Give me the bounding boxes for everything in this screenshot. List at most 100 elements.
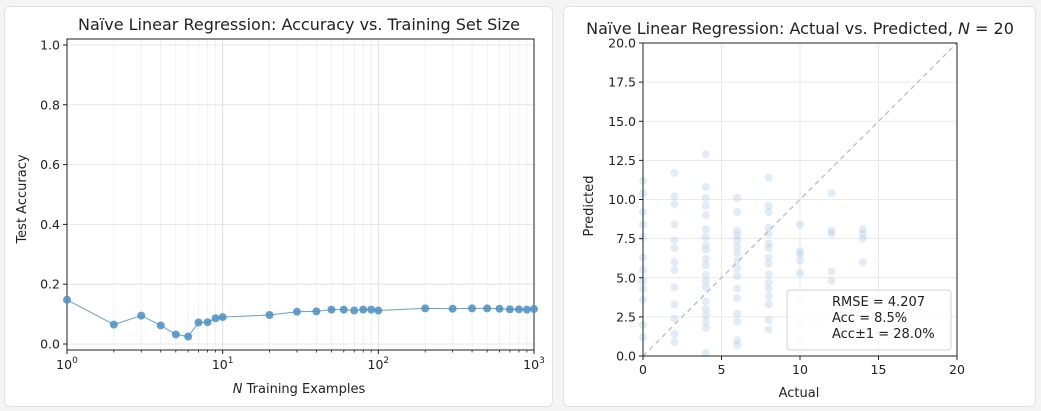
prediction-point (670, 192, 679, 201)
prediction-point (701, 297, 710, 306)
prediction-chart-title: Naïve Linear Regression: Actual vs. Pred… (586, 19, 1014, 38)
prediction-chart-title-prefix: Naïve Linear Regression: Actual vs. Pred… (586, 19, 958, 38)
accuracy-point (448, 304, 457, 313)
legend-box (786, 289, 952, 351)
prediction-point (701, 261, 710, 270)
prediction-chart-title-var: N (958, 19, 970, 38)
prediction-point (827, 226, 836, 235)
prediction-point (701, 150, 710, 159)
accuracy-chart-title: Naïve Linear Regression: Accuracy vs. Tr… (78, 15, 520, 34)
accuracy-point (63, 295, 71, 304)
accuracy-point (483, 304, 492, 313)
accuracy-point (339, 305, 348, 314)
prediction-chart-xtick-label: 20 (949, 362, 965, 377)
prediction-point (733, 193, 742, 202)
prediction-point (764, 201, 773, 210)
accuracy-chart-xtick-base: 10 (212, 357, 228, 372)
legend-entry: RMSE = 4.207 (832, 295, 925, 310)
prediction-chart-panel: Naïve Linear Regression: Actual vs. Pred… (563, 6, 1036, 407)
prediction-point (701, 270, 710, 279)
prediction-point (701, 348, 710, 357)
prediction-chart-ytick-label: 5.0 (616, 270, 636, 285)
prediction-point (796, 220, 804, 229)
prediction-point (827, 229, 836, 238)
accuracy-chart-ylabel: Test Accuracy (15, 154, 30, 244)
accuracy-point (312, 307, 321, 316)
accuracy-chart-ytick-label: 0.6 (40, 157, 60, 172)
prediction-point (701, 240, 710, 249)
accuracy-chart-xtick-label: 100 (56, 356, 78, 372)
prediction-point (701, 225, 710, 234)
accuracy-point (327, 305, 336, 314)
accuracy-chart-ytick-label: 0.2 (40, 277, 60, 292)
prediction-chart-xlabel: Actual (779, 386, 820, 401)
prediction-point (858, 225, 867, 234)
accuracy-chart-xtick-exp: 2 (383, 356, 389, 366)
prediction-point (701, 305, 710, 314)
accuracy-chart-xtick-label: 103 (523, 356, 545, 372)
accuracy-point (468, 304, 477, 313)
accuracy-chart-xlabel: N Training Examples (233, 382, 366, 397)
accuracy-chart-xtick-label: 102 (368, 356, 390, 372)
prediction-point (701, 211, 710, 220)
prediction-point (701, 276, 710, 285)
prediction-point (764, 316, 773, 325)
prediction-point (670, 300, 679, 309)
accuracy-point (156, 321, 165, 330)
accuracy-chart-xtick-exp: 1 (228, 356, 234, 366)
prediction-chart-xtick-label: 15 (871, 362, 887, 377)
prediction-point (733, 236, 742, 245)
accuracy-point (495, 304, 504, 313)
accuracy-point (137, 311, 146, 320)
prediction-point (733, 231, 742, 240)
prediction-point (670, 314, 679, 323)
prediction-point (827, 276, 836, 285)
prediction-point (733, 208, 742, 217)
prediction-point (670, 265, 679, 274)
prediction-point (670, 244, 679, 253)
accuracy-chart-frame (66, 38, 535, 351)
prediction-chart-xtick-label: 10 (792, 362, 808, 377)
prediction-point (733, 272, 742, 281)
accuracy-chart-ytick-label: 0.4 (40, 217, 60, 232)
prediction-point (733, 264, 742, 273)
prediction-point (764, 244, 773, 253)
accuracy-point (421, 304, 430, 313)
legend-entry: Acc±1 = 28.0% (832, 327, 935, 342)
accuracy-chart-ytick-label: 1.0 (40, 37, 60, 52)
prediction-point (733, 317, 742, 326)
prediction-chart-ylabel: Predicted (582, 175, 597, 236)
prediction-point (670, 220, 679, 229)
prediction-point (701, 233, 710, 242)
prediction-point (764, 292, 773, 301)
accuracy-point (171, 330, 180, 339)
accuracy-chart-xtick-label: 101 (212, 356, 234, 372)
prediction-chart-ytick-label: 12.5 (608, 153, 636, 168)
prediction-point (764, 208, 773, 217)
prediction-point (858, 229, 867, 238)
prediction-chart-ytick-label: 0.0 (616, 349, 636, 364)
prediction-point (701, 182, 710, 191)
accuracy-chart-xtick-exp: 3 (539, 356, 545, 366)
accuracy-chart-ytick-label: 0.0 (40, 337, 60, 352)
prediction-point (764, 270, 773, 279)
prediction-point (670, 337, 679, 346)
prediction-point (733, 294, 742, 303)
prediction-point (701, 193, 710, 202)
prediction-point (701, 201, 710, 210)
accuracy-point (109, 320, 118, 329)
prediction-point (701, 317, 710, 326)
prediction-point (701, 283, 710, 292)
accuracy-chart-xtick-base: 10 (523, 357, 539, 372)
accuracy-point (367, 305, 376, 314)
prediction-point (796, 256, 804, 265)
accuracy-point (203, 318, 212, 327)
accuracy-point (350, 306, 359, 315)
prediction-point (764, 325, 773, 334)
prediction-point (764, 284, 773, 293)
accuracy-chart-xtick-exp: 0 (72, 356, 78, 366)
prediction-point (701, 323, 710, 332)
accuracy-point (211, 314, 220, 323)
prediction-point (764, 259, 773, 268)
